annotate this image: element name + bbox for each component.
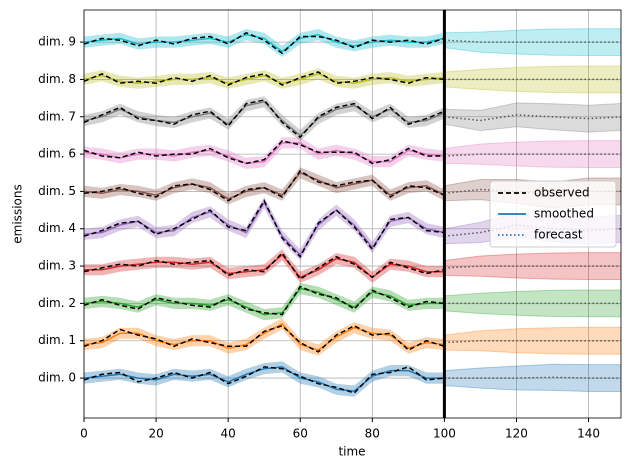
y-tick-label: dim. 4 xyxy=(38,221,76,235)
smoothed-line xyxy=(84,253,445,279)
smoothed-line xyxy=(84,366,445,392)
smoothed-line xyxy=(84,287,445,316)
axes-frame xyxy=(83,9,622,419)
x-tick-label: 120 xyxy=(505,427,528,441)
observed-line xyxy=(84,285,445,316)
legend-label: observed xyxy=(534,186,590,200)
legend-label: forecast xyxy=(534,228,583,242)
observed-line xyxy=(84,199,445,258)
smoothed-band xyxy=(84,361,445,397)
smoothed-band xyxy=(84,167,445,205)
forecast-band xyxy=(443,102,621,133)
x-axis-label: time xyxy=(338,445,365,459)
observed-line xyxy=(84,251,445,281)
smoothed-band xyxy=(84,249,445,283)
y-tick-label: dim. 2 xyxy=(38,296,76,310)
observed-line xyxy=(84,99,445,139)
observed-line xyxy=(84,31,445,55)
y-tick-label: dim. 1 xyxy=(38,333,76,347)
smoothed-band xyxy=(84,68,445,89)
legend-label: smoothed xyxy=(534,207,594,221)
observed-line xyxy=(84,324,445,353)
smoothed-band xyxy=(84,318,445,356)
plot-area xyxy=(84,28,621,397)
y-tick-label: dim. 9 xyxy=(38,35,76,49)
axes: 0 20 40 60 80 100 120 140 dim. 0 dim. 1 dim. 2 dim.… xyxy=(38,9,622,441)
x-tick-label: 80 xyxy=(365,427,380,441)
y-tick-label: dim. 0 xyxy=(38,371,76,385)
observed-line xyxy=(84,140,445,165)
x-tick-label: 20 xyxy=(148,427,163,441)
smoothed-band xyxy=(84,282,445,321)
smoothed-band xyxy=(84,96,445,141)
legend: observed smoothed forecast xyxy=(489,180,617,248)
smoothed-band xyxy=(84,197,445,261)
y-tick-label: dim. 6 xyxy=(38,147,76,161)
observed-line xyxy=(84,169,445,202)
x-tick-label: 40 xyxy=(221,427,236,441)
smoothed-band xyxy=(84,137,445,169)
x-tick-label: 140 xyxy=(577,427,600,441)
smoothed-band xyxy=(84,29,445,57)
x-tick-label: 0 xyxy=(80,427,88,441)
y-tick-label: dim. 5 xyxy=(38,184,76,198)
legend-box xyxy=(489,180,617,248)
y-tick-label: dim. 7 xyxy=(38,109,76,123)
y-axis-label: emissions xyxy=(11,184,25,243)
observed-line xyxy=(84,71,445,86)
y-tick-label: dim. 3 xyxy=(38,259,76,273)
x-tick-label: 100 xyxy=(433,427,456,441)
x-tick-label: 60 xyxy=(293,427,308,441)
y-tick-label: dim. 8 xyxy=(38,72,76,86)
observed-line xyxy=(84,366,445,394)
